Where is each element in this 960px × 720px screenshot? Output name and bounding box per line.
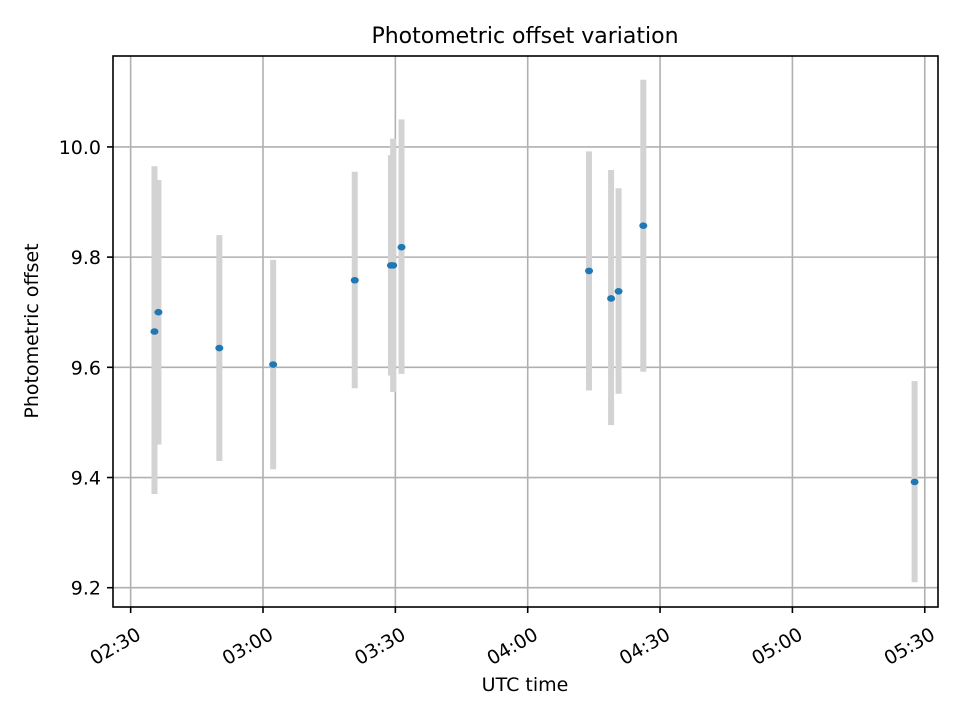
- y-tick-label: 9.4: [71, 468, 101, 490]
- data-point: [269, 361, 278, 368]
- data-point: [397, 243, 406, 251]
- y-tick-label: 10.0: [59, 137, 101, 159]
- data-point: [910, 478, 919, 486]
- data-point: [607, 295, 616, 302]
- x-axis-label: UTC time: [482, 674, 569, 696]
- y-axis-label: Photometric offset: [21, 243, 43, 418]
- y-tick-label: 9.8: [71, 247, 101, 269]
- data-points: [150, 222, 919, 486]
- chart-title: Photometric offset variation: [371, 24, 678, 49]
- data-point: [215, 344, 224, 352]
- data-point: [150, 328, 159, 335]
- plot-frame: [112, 55, 939, 608]
- y-tick-label: 9.2: [71, 578, 101, 600]
- data-point: [585, 267, 594, 275]
- data-point: [389, 262, 398, 269]
- data-point: [350, 276, 359, 284]
- data-point: [154, 308, 163, 316]
- data-point: [639, 222, 648, 230]
- y-tick-label: 9.6: [71, 357, 101, 379]
- data-point: [614, 287, 623, 295]
